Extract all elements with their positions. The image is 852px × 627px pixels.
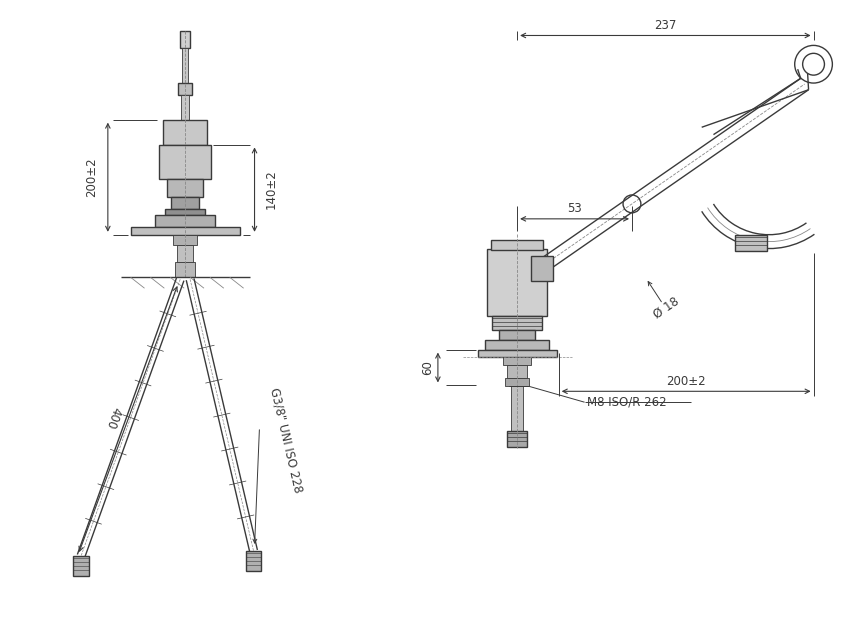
Text: 237: 237: [653, 19, 676, 32]
Bar: [486, 248, 546, 316]
Text: M8 ISO/R 262: M8 ISO/R 262: [586, 396, 665, 409]
Bar: [171, 197, 199, 209]
Text: 60: 60: [421, 360, 434, 375]
Bar: [178, 83, 192, 95]
Bar: [510, 386, 522, 431]
Text: 53: 53: [567, 203, 581, 216]
Bar: [477, 350, 556, 357]
Bar: [734, 234, 766, 251]
Text: 140±2: 140±2: [265, 170, 278, 209]
Bar: [507, 431, 527, 447]
Bar: [504, 379, 528, 386]
Bar: [498, 330, 534, 340]
Bar: [165, 209, 204, 215]
Text: 400: 400: [103, 405, 123, 430]
Bar: [175, 263, 195, 277]
Bar: [164, 120, 207, 144]
Bar: [159, 144, 210, 179]
Bar: [503, 357, 531, 364]
Bar: [492, 316, 541, 330]
Bar: [181, 95, 189, 120]
Text: 200±2: 200±2: [665, 375, 705, 388]
Bar: [180, 31, 190, 48]
Bar: [507, 364, 527, 379]
Bar: [531, 256, 552, 282]
Text: 200±2: 200±2: [85, 157, 98, 197]
Bar: [130, 227, 239, 234]
Bar: [245, 551, 262, 571]
Bar: [167, 179, 203, 197]
Bar: [485, 340, 549, 350]
Text: Ø 18: Ø 18: [650, 295, 680, 321]
Bar: [155, 215, 215, 227]
Bar: [491, 240, 543, 250]
Bar: [182, 48, 188, 83]
Bar: [73, 556, 89, 576]
Bar: [173, 234, 197, 245]
Text: G3/8" UNI ISO 228: G3/8" UNI ISO 228: [268, 386, 304, 493]
Bar: [177, 245, 193, 263]
